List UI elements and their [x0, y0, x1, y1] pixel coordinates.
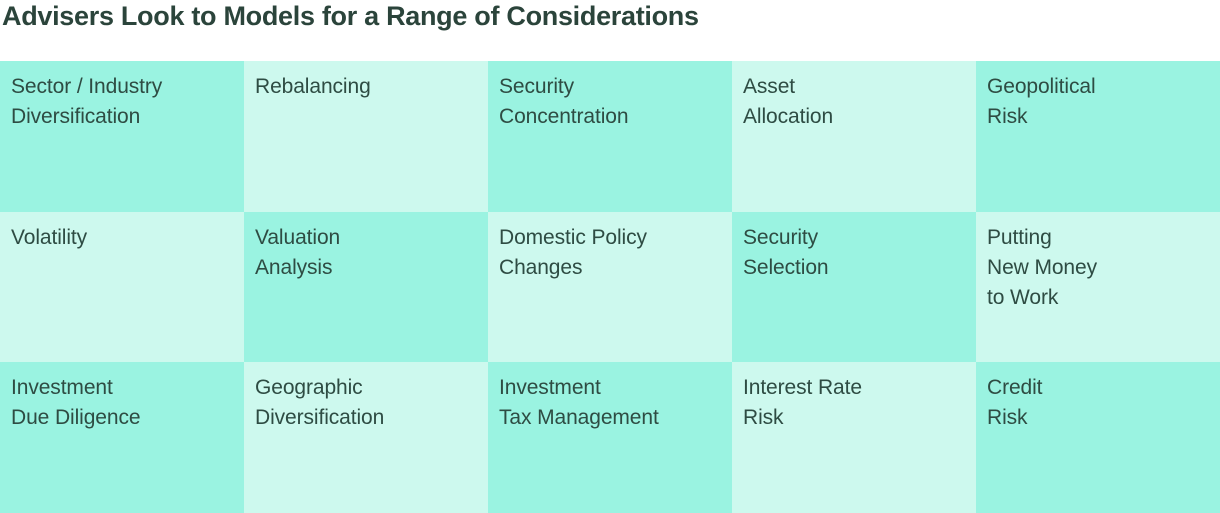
cell-security-selection: Security Selection — [732, 211, 976, 363]
figure-title: Advisers Look to Models for a Range of C… — [2, 1, 699, 31]
cell-investment-tax-management: Investment Tax Management — [488, 362, 732, 513]
cell-valuation-analysis: Valuation Analysis — [244, 211, 488, 363]
cell-asset-allocation: Asset Allocation — [732, 61, 976, 212]
cell-security-concentration: Security Concentration — [488, 61, 732, 212]
cell-sector-industry-diversification: Sector / Industry Diversification — [0, 61, 244, 212]
cell-putting-new-money-to-work: Putting New Money to Work — [976, 211, 1220, 363]
cell-rebalancing: Rebalancing — [244, 61, 488, 212]
considerations-grid: Sector / Industry Diversification Rebala… — [0, 61, 1220, 513]
cell-volatility: Volatility — [0, 211, 244, 363]
cell-geopolitical-risk: Geopolitical Risk — [976, 61, 1220, 212]
cell-geographic-diversification: Geographic Diversification — [244, 362, 488, 513]
cell-credit-risk: Credit Risk — [976, 362, 1220, 513]
cell-interest-rate-risk: Interest Rate Risk — [732, 362, 976, 513]
cell-domestic-policy-changes: Domestic Policy Changes — [488, 211, 732, 363]
cell-investment-due-diligence: Investment Due Diligence — [0, 362, 244, 513]
